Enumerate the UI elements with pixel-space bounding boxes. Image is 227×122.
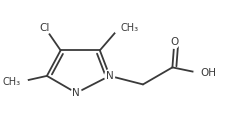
Text: OH: OH — [200, 68, 216, 78]
Ellipse shape — [104, 70, 114, 82]
Text: CH₃: CH₃ — [2, 77, 20, 87]
Text: N: N — [105, 71, 113, 81]
Ellipse shape — [13, 75, 27, 88]
Text: N: N — [72, 88, 80, 98]
Ellipse shape — [113, 21, 127, 34]
Ellipse shape — [169, 36, 178, 48]
Ellipse shape — [71, 86, 81, 99]
Text: O: O — [170, 37, 178, 47]
Ellipse shape — [38, 21, 52, 34]
Text: Cl: Cl — [39, 23, 50, 33]
Ellipse shape — [193, 67, 207, 79]
Text: CH₃: CH₃ — [120, 23, 138, 33]
